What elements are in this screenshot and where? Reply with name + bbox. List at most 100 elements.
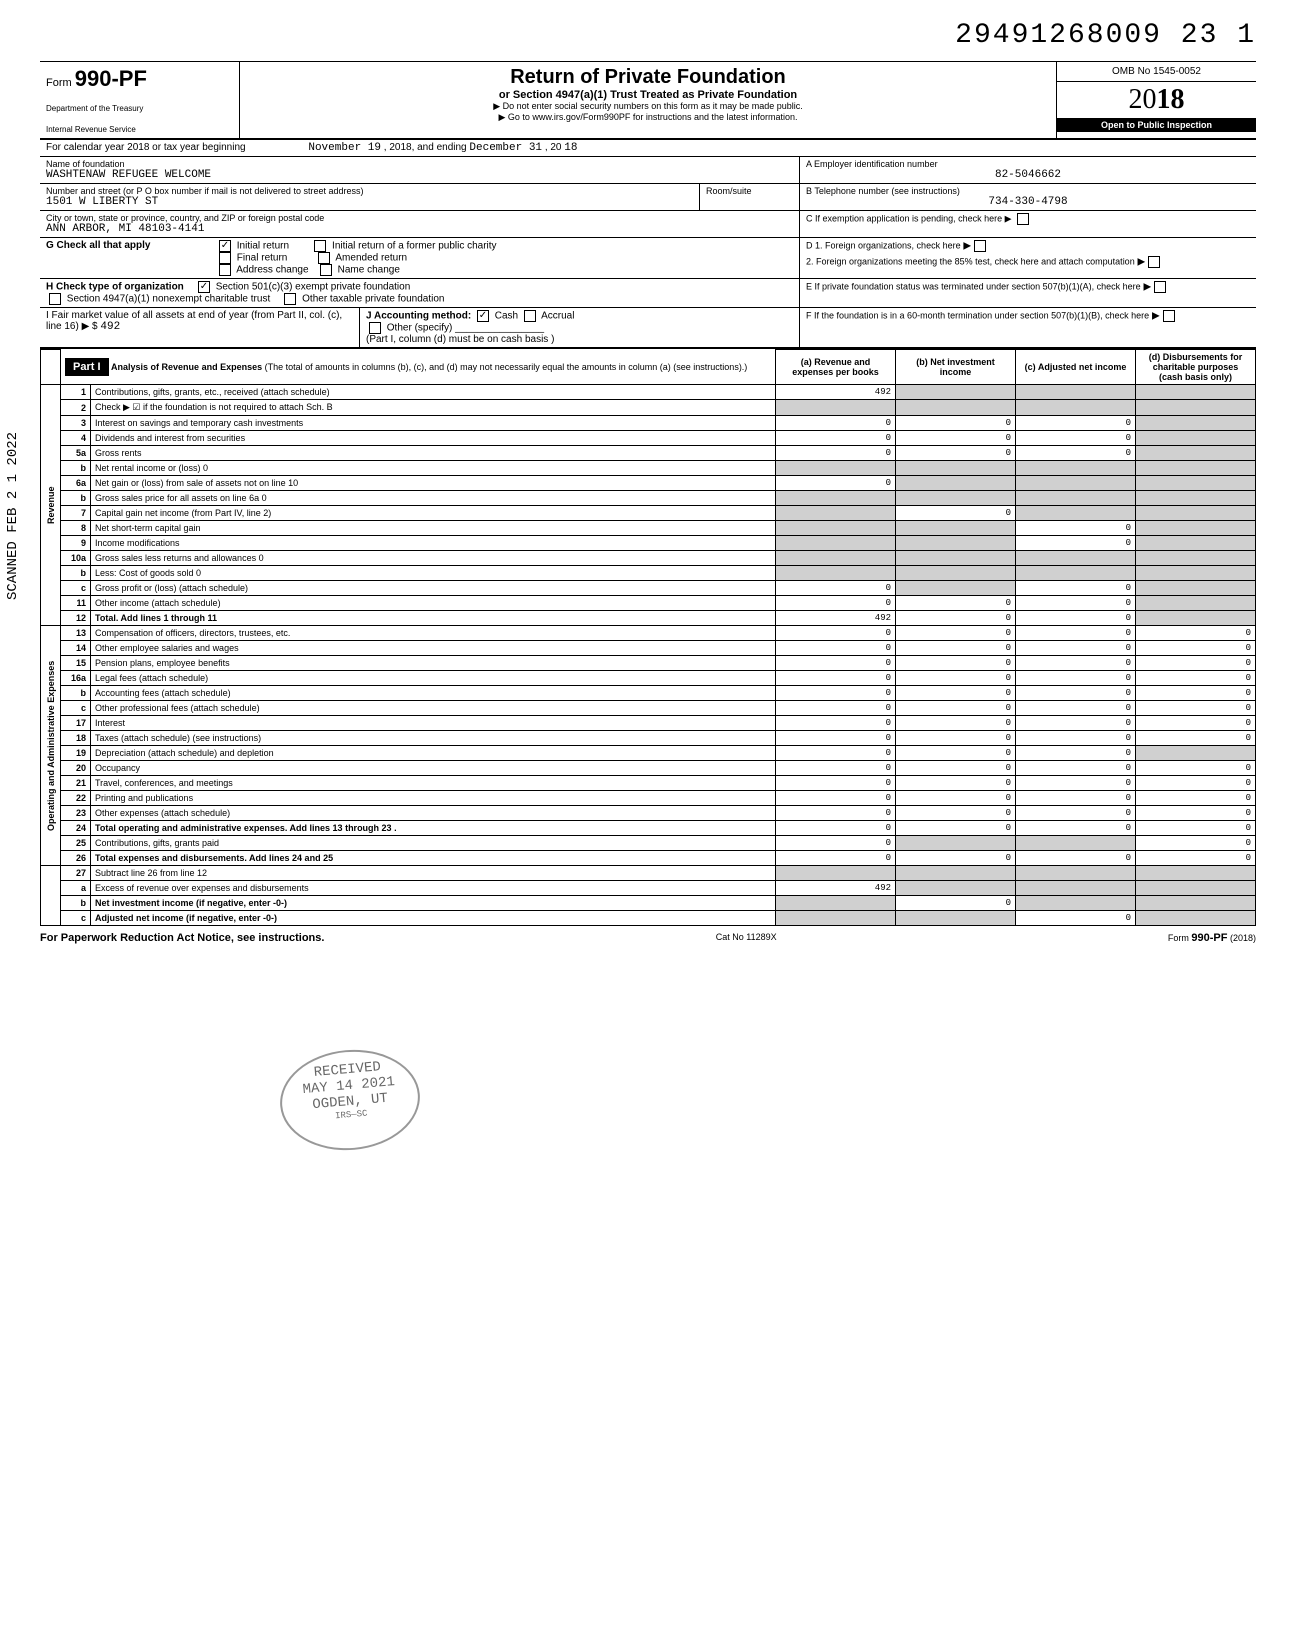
d1-checkbox[interactable] (974, 240, 986, 252)
amount-cell[interactable]: 0 (896, 626, 1016, 641)
amount-cell[interactable]: 0 (776, 761, 896, 776)
amount-cell[interactable]: 0 (776, 716, 896, 731)
period-begin[interactable]: November 19 (308, 142, 381, 154)
amount-cell[interactable]: 0 (1136, 821, 1256, 836)
amount-cell[interactable]: 492 (776, 385, 896, 400)
period-end[interactable]: December 31 (469, 142, 542, 154)
g-final-return-checkbox[interactable] (219, 252, 231, 264)
i-value[interactable]: 492 (100, 321, 120, 333)
amount-cell[interactable]: 0 (1016, 641, 1136, 656)
g-initial-return-checkbox[interactable] (219, 240, 231, 252)
amount-cell[interactable]: 0 (896, 896, 1016, 911)
amount-cell[interactable]: 0 (1136, 656, 1256, 671)
amount-cell[interactable]: 492 (776, 881, 896, 896)
amount-cell[interactable]: 0 (776, 851, 896, 866)
g-name-change-checkbox[interactable] (320, 264, 332, 276)
amount-cell[interactable]: 0 (1016, 791, 1136, 806)
amount-cell[interactable]: 0 (776, 581, 896, 596)
amount-cell[interactable]: 0 (776, 821, 896, 836)
amount-cell[interactable]: 0 (896, 716, 1016, 731)
j-accrual-checkbox[interactable] (524, 310, 536, 322)
amount-cell[interactable]: 0 (1136, 851, 1256, 866)
amount-cell[interactable]: 0 (896, 806, 1016, 821)
amount-cell[interactable]: 0 (1136, 701, 1256, 716)
amount-cell[interactable]: 0 (1136, 836, 1256, 851)
d2-checkbox[interactable] (1148, 256, 1160, 268)
amount-cell[interactable]: 0 (1136, 626, 1256, 641)
amount-cell[interactable]: 0 (896, 656, 1016, 671)
amount-cell[interactable]: 0 (896, 776, 1016, 791)
amount-cell[interactable]: 0 (1136, 776, 1256, 791)
amount-cell[interactable]: 0 (1016, 821, 1136, 836)
tel-value[interactable]: 734-330-4798 (806, 196, 1250, 208)
street-value[interactable]: 1501 W LIBERTY ST (46, 196, 693, 208)
amount-cell[interactable]: 0 (1016, 611, 1136, 626)
j-other-checkbox[interactable] (369, 322, 381, 334)
amount-cell[interactable]: 0 (1136, 731, 1256, 746)
amount-cell[interactable]: 0 (896, 641, 1016, 656)
amount-cell[interactable]: 0 (776, 791, 896, 806)
amount-cell[interactable]: 0 (896, 431, 1016, 446)
h-501c3-checkbox[interactable] (198, 281, 210, 293)
amount-cell[interactable]: 0 (776, 806, 896, 821)
amount-cell[interactable]: 0 (896, 821, 1016, 836)
period-end-yr[interactable]: 18 (564, 142, 577, 154)
amount-cell[interactable]: 0 (896, 761, 1016, 776)
amount-cell[interactable]: 0 (1016, 716, 1136, 731)
amount-cell[interactable]: 0 (1016, 731, 1136, 746)
amount-cell[interactable]: 0 (1136, 671, 1256, 686)
amount-cell[interactable]: 0 (1136, 791, 1256, 806)
g-former-charity-checkbox[interactable] (314, 240, 326, 252)
amount-cell[interactable]: 0 (1136, 761, 1256, 776)
amount-cell[interactable]: 0 (776, 476, 896, 491)
g-address-change-checkbox[interactable] (219, 264, 231, 276)
amount-cell[interactable]: 0 (1016, 806, 1136, 821)
j-cash-checkbox[interactable] (477, 310, 489, 322)
amount-cell[interactable]: 0 (776, 836, 896, 851)
amount-cell[interactable]: 0 (1136, 686, 1256, 701)
amount-cell[interactable]: 0 (896, 446, 1016, 461)
amount-cell[interactable]: 0 (776, 731, 896, 746)
amount-cell[interactable]: 0 (896, 701, 1016, 716)
amount-cell[interactable]: 0 (1016, 746, 1136, 761)
amount-cell[interactable]: 0 (1016, 686, 1136, 701)
h-other-checkbox[interactable] (284, 293, 296, 305)
amount-cell[interactable]: 0 (1016, 596, 1136, 611)
f-checkbox[interactable] (1163, 310, 1175, 322)
amount-cell[interactable]: 0 (776, 671, 896, 686)
amount-cell[interactable]: 0 (1016, 851, 1136, 866)
amount-cell[interactable]: 0 (1016, 581, 1136, 596)
amount-cell[interactable]: 0 (776, 416, 896, 431)
amount-cell[interactable]: 0 (1016, 656, 1136, 671)
amount-cell[interactable]: 0 (896, 416, 1016, 431)
amount-cell[interactable]: 0 (776, 596, 896, 611)
amount-cell[interactable]: 0 (776, 446, 896, 461)
c-checkbox[interactable] (1017, 213, 1029, 225)
amount-cell[interactable]: 0 (1016, 521, 1136, 536)
city-value[interactable]: ANN ARBOR, MI 48103-4141 (46, 223, 793, 235)
e-checkbox[interactable] (1154, 281, 1166, 293)
amount-cell[interactable]: 0 (896, 791, 1016, 806)
amount-cell[interactable]: 0 (896, 686, 1016, 701)
amount-cell[interactable]: 0 (896, 731, 1016, 746)
amount-cell[interactable]: 0 (1016, 446, 1136, 461)
amount-cell[interactable]: 0 (896, 851, 1016, 866)
g-amended-checkbox[interactable] (318, 252, 330, 264)
amount-cell[interactable]: 0 (776, 686, 896, 701)
amount-cell[interactable]: 492 (776, 611, 896, 626)
amount-cell[interactable]: 0 (1016, 701, 1136, 716)
amount-cell[interactable]: 0 (1016, 776, 1136, 791)
h-4947-checkbox[interactable] (49, 293, 61, 305)
amount-cell[interactable]: 0 (896, 671, 1016, 686)
amount-cell[interactable]: 0 (1016, 671, 1136, 686)
amount-cell[interactable]: 0 (776, 701, 896, 716)
amount-cell[interactable]: 0 (1016, 626, 1136, 641)
amount-cell[interactable]: 0 (896, 506, 1016, 521)
foundation-name[interactable]: WASHTENAW REFUGEE WELCOME (46, 169, 793, 181)
amount-cell[interactable]: 0 (896, 746, 1016, 761)
amount-cell[interactable]: 0 (1016, 431, 1136, 446)
amount-cell[interactable]: 0 (776, 776, 896, 791)
amount-cell[interactable]: 0 (896, 596, 1016, 611)
amount-cell[interactable]: 0 (776, 746, 896, 761)
amount-cell[interactable]: 0 (1016, 761, 1136, 776)
